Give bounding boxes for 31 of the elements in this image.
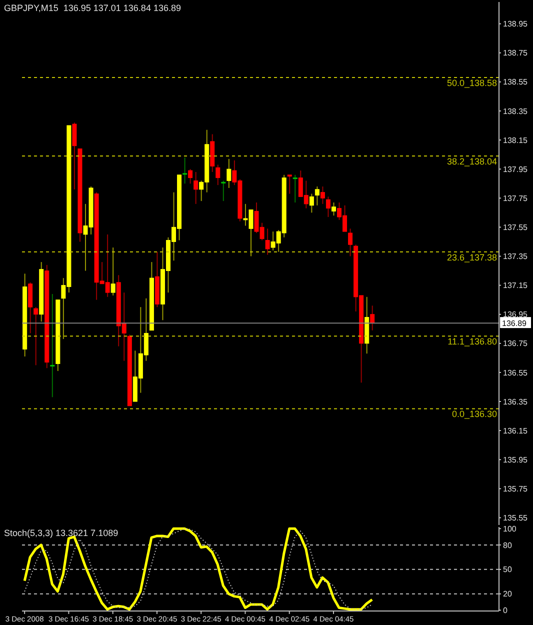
- ref-line-label: 136.89: [502, 319, 528, 328]
- ref-line-label: 11.1_136.80: [448, 336, 497, 347]
- y-tick-label: 137.15: [503, 281, 528, 290]
- y-tick-label: 136.15: [503, 426, 528, 436]
- y-tick-label: 136.95: [503, 310, 528, 320]
- y-tick-label: 100: [503, 524, 517, 534]
- y-tick-label: 138.35: [503, 106, 528, 116]
- y-tick-label: 136.75: [503, 339, 528, 348]
- y-tick-label: 138.55: [503, 78, 528, 87]
- y-tick-label: 80: [503, 540, 512, 550]
- y-tick-label: 135.55: [503, 514, 528, 523]
- y-tick-label: 0: [503, 606, 508, 616]
- y-tick-label: 136.55: [503, 368, 528, 378]
- ref-line-label: 0.0_136.30: [452, 409, 497, 420]
- y-tick-label: 136.35: [503, 397, 528, 406]
- y-tick-label: 138.75: [503, 48, 528, 58]
- y-tick-label: 138.95: [503, 20, 528, 29]
- y-tick-label: 50: [503, 565, 512, 574]
- chart-title: Stoch(5,3,3) 13.3621 7.1089: [4, 528, 118, 538]
- y-tick-label: 137.35: [503, 252, 528, 262]
- y-tick-label: 135.95: [503, 455, 528, 464]
- y-tick-label: 20: [503, 590, 512, 599]
- ref-line-label: 23.6_137.38: [446, 252, 497, 262]
- ref-line-label: 50.0_138.58: [446, 78, 497, 88]
- y-tick-label: 137.75: [503, 194, 528, 203]
- y-tick-label: 138.15: [503, 136, 528, 145]
- y-tick-label: 137.95: [503, 164, 528, 174]
- chart-title: GBPJPY,M15 136.95 137.01 136.84 136.89: [4, 3, 181, 13]
- ref-line-label: 38.2_138.04: [446, 156, 497, 166]
- y-tick-label: 137.55: [503, 223, 528, 232]
- y-tick-label: 135.75: [503, 484, 528, 494]
